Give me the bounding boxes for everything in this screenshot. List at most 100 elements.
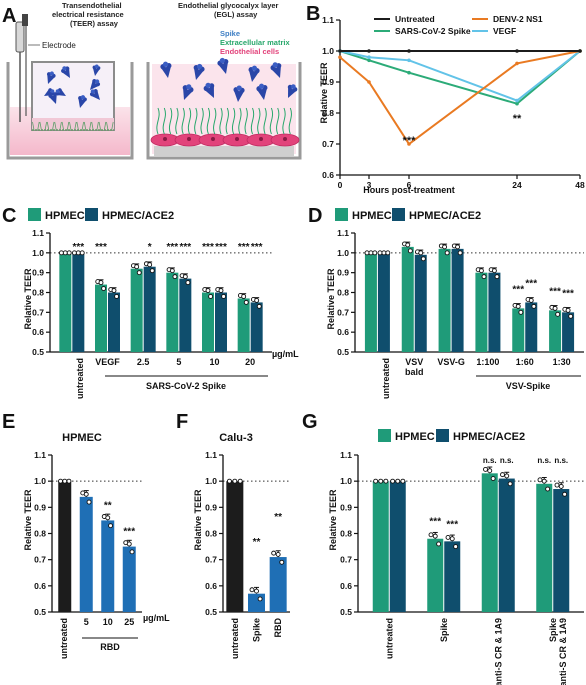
data-point xyxy=(101,286,107,291)
y-tick-label: 1.1 xyxy=(34,450,46,460)
data-point xyxy=(185,280,191,286)
series-point xyxy=(515,49,519,53)
significance-label: n.s. xyxy=(537,456,551,465)
data-point xyxy=(444,250,450,256)
panel-e-title: HPMEC xyxy=(62,432,102,444)
series-point xyxy=(367,55,371,59)
panel-f-title: Calu-3 xyxy=(219,432,253,444)
spike-particle xyxy=(92,64,101,76)
panel-e-group-label: RBD xyxy=(100,642,120,652)
significance-label: *** xyxy=(549,286,561,297)
series-point xyxy=(578,49,582,53)
legend-hpmec-swatch-d xyxy=(335,208,348,221)
y-tick-label: 1.0 xyxy=(337,248,349,258)
series-point xyxy=(515,98,519,103)
bar xyxy=(248,593,265,612)
x-tick-label: 3 xyxy=(367,180,372,190)
data-point xyxy=(483,466,488,472)
data-point xyxy=(558,483,564,489)
y-tick-label: 0.5 xyxy=(32,347,44,357)
x-tick-label: untreated xyxy=(230,618,240,659)
y-tick-label: 0.7 xyxy=(34,555,46,565)
legend-vegf: VEGF xyxy=(493,26,516,36)
x-tick-label: 10 xyxy=(103,617,113,627)
data-point xyxy=(428,532,434,538)
data-point xyxy=(478,268,484,274)
bar xyxy=(427,538,444,612)
legend-ace2-swatch xyxy=(85,208,98,221)
spike-particle xyxy=(256,83,268,100)
egl-legend: Spike Extracellular matrix Endothelial c… xyxy=(220,29,290,56)
y-tick-label: 0.6 xyxy=(32,327,44,337)
x-tick-label: 0 xyxy=(338,180,343,190)
x-tick-label: untreated xyxy=(381,358,391,399)
y-tick-label: 1.0 xyxy=(32,248,44,258)
legend-untreated: Untreated xyxy=(395,14,435,24)
x-tick-label: untreated xyxy=(59,618,69,659)
data-point xyxy=(552,305,558,311)
significance-label: *** xyxy=(202,242,214,253)
y-tick-label: 0.9 xyxy=(340,502,352,512)
panel-b-letter: B xyxy=(306,3,320,25)
y-tick-label: 0.9 xyxy=(205,502,217,512)
bar xyxy=(372,481,389,612)
y-tick-label: 0.8 xyxy=(34,529,46,539)
significance-label: *** xyxy=(123,527,135,538)
panel-f-ylabel: Relative TEER xyxy=(193,489,203,551)
y-tick-label: 1.1 xyxy=(337,228,349,238)
panel-f: F Calu-3 Relative TEER 0.5 0.6 0.7 0.8 0.9 1.… xyxy=(176,411,290,659)
panel-d-group-label: VSV-Spike xyxy=(506,381,551,391)
series-point xyxy=(515,61,519,66)
data-point xyxy=(487,468,493,474)
x-tick-label: 1:100 xyxy=(476,357,499,367)
significance-label: ** xyxy=(104,500,112,511)
bar xyxy=(101,520,115,612)
y-tick-label: 0.6 xyxy=(337,327,349,337)
spike-particle xyxy=(61,66,70,78)
bar xyxy=(130,268,143,352)
y-tick-label: 0.5 xyxy=(34,607,46,617)
bar xyxy=(122,546,136,612)
series-point xyxy=(407,70,411,75)
significance-label: *** xyxy=(166,242,178,253)
series-point xyxy=(367,80,371,84)
data-point xyxy=(169,268,175,274)
y-tick-label: 0.6 xyxy=(205,581,217,591)
y-tick-label: 1.1 xyxy=(205,450,217,460)
data-point xyxy=(481,274,487,280)
data-point xyxy=(58,478,63,484)
data-point xyxy=(504,473,510,479)
bar xyxy=(377,252,390,352)
bar xyxy=(58,481,72,612)
x-tick-label: 1:60 xyxy=(516,357,534,367)
data-point xyxy=(383,478,389,484)
significance-label: *** xyxy=(72,242,84,253)
panel-b-ylabel: Relative TEER xyxy=(319,62,329,124)
spike-particle xyxy=(46,71,56,84)
data-point xyxy=(257,596,263,602)
data-point xyxy=(111,288,117,293)
data-point xyxy=(445,534,451,540)
bar xyxy=(95,284,107,352)
x-tick-label: 25 xyxy=(124,617,134,627)
y-tick-label: 0.9 xyxy=(337,268,349,278)
series-point xyxy=(367,49,371,53)
data-point xyxy=(545,486,551,492)
bar xyxy=(444,541,461,612)
bar xyxy=(59,252,72,352)
data-point xyxy=(218,288,224,293)
data-point xyxy=(275,551,281,557)
legend-denv: DENV-2 NS1 xyxy=(493,14,543,24)
legend-ace2-swatch-g xyxy=(436,429,449,442)
spike-particle xyxy=(248,65,260,82)
bar xyxy=(488,272,501,352)
egl-title-line-1: Endothelial glycocalyx layer xyxy=(178,1,279,10)
series-line-denv-2-ns1 xyxy=(339,50,581,146)
panel-e-unit: µg/mL xyxy=(143,613,170,623)
panel-a-letter: A xyxy=(2,5,16,27)
data-point xyxy=(528,297,534,303)
significance-label: *** xyxy=(179,242,191,253)
spike-particle xyxy=(90,79,101,90)
bar xyxy=(549,310,562,352)
